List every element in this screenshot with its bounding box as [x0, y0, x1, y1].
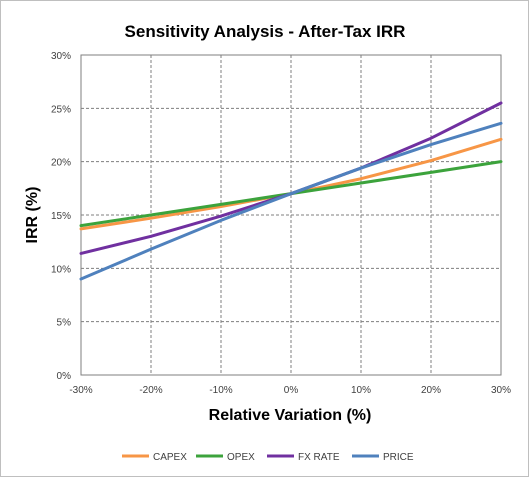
x-tick-label: 30%: [491, 385, 511, 396]
legend-label-fx-rate: FX RATE: [298, 452, 340, 463]
chart-title: Sensitivity Analysis - After-Tax IRR: [125, 22, 406, 41]
legend: CAPEX OPEX FX RATE PRICE: [122, 452, 414, 463]
x-tick-label: 0%: [284, 385, 299, 396]
y-tick-label: 15%: [51, 211, 71, 222]
y-tick-labels: 0% 5% 10% 15% 20% 25% 30%: [51, 51, 71, 382]
x-axis-title: Relative Variation (%): [209, 407, 372, 424]
legend-label-capex: CAPEX: [153, 452, 187, 463]
plot-border: [80, 54, 502, 376]
y-axis-title: IRR (%): [24, 187, 41, 244]
x-tick-label: 20%: [421, 385, 441, 396]
x-tick-label: -10%: [209, 385, 232, 396]
plot-area: [80, 54, 502, 376]
y-tick-label: 0%: [57, 371, 72, 382]
y-tick-label: 5%: [57, 318, 72, 329]
legend-label-opex: OPEX: [227, 452, 255, 463]
x-tick-label: 10%: [351, 385, 371, 396]
series-line-price: [79, 121, 503, 281]
x-tick-label: -30%: [69, 385, 92, 396]
y-tick-label: 20%: [51, 158, 71, 169]
y-tick-label: 30%: [51, 51, 71, 62]
y-tick-label: 25%: [51, 104, 71, 115]
x-tick-labels: -30% -20% -10% 0% 10% 20% 30%: [69, 385, 511, 396]
x-tick-label: -20%: [139, 385, 162, 396]
y-tick-label: 10%: [51, 264, 71, 275]
legend-label-price: PRICE: [383, 452, 414, 463]
series-layer: [79, 101, 503, 281]
